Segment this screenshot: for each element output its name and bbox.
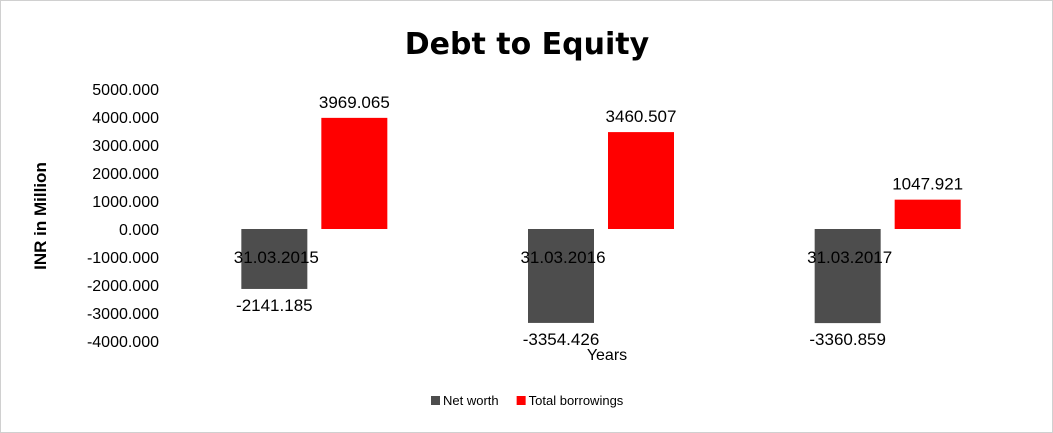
total-borrowings-bar — [608, 132, 674, 229]
category-label: 31.03.2017 — [807, 248, 892, 267]
x-axis-label: Years — [587, 347, 627, 364]
legend-label-net-worth: Net worth — [443, 393, 499, 408]
legend-swatch-total-borrowings — [516, 396, 526, 405]
y-tick-label: -2000.000 — [87, 278, 159, 295]
net-worth-bar — [814, 229, 881, 324]
y-tick-label: 4000.000 — [92, 110, 159, 127]
total-borrowings-data-label: 1047.921 — [892, 175, 963, 194]
y-tick-label: 3000.000 — [92, 138, 159, 155]
legend-label-total-borrowings: Total borrowings — [529, 393, 624, 408]
net-worth-bar — [241, 229, 308, 289]
data-labels-group: -2141.185 3969.065 -3354.426 3460.507 -3360.… — [236, 93, 963, 349]
category-label: 31.03.2015 — [234, 248, 319, 267]
total-borrowings-bar — [321, 117, 388, 229]
y-tick-label: 1000.000 — [92, 194, 159, 211]
bars-group — [241, 117, 961, 324]
y-tick-label: -1000.000 — [87, 250, 159, 267]
y-tick-label: 2000.000 — [92, 166, 159, 183]
total-borrowings-bar — [894, 199, 961, 229]
net-worth-data-label: -2141.185 — [236, 296, 313, 315]
net-worth-data-label: -3354.426 — [523, 330, 600, 349]
net-worth-bar — [528, 229, 594, 323]
y-tick-label: -3000.000 — [87, 306, 159, 323]
category-label: 31.03.2016 — [520, 248, 605, 267]
legend-swatch-net-worth — [431, 396, 440, 405]
total-borrowings-data-label: 3460.507 — [606, 107, 677, 126]
y-tick-label: -4000.000 — [87, 334, 159, 351]
chart-title: Debt to Equity — [405, 27, 650, 62]
legend: Net worth Total borrowings — [431, 393, 624, 408]
y-tick-label: 5000.000 — [92, 82, 159, 99]
y-axis-ticks: 5000.000 4000.000 3000.000 2000.000 1000.000… — [87, 82, 159, 351]
net-worth-data-label: -3360.859 — [809, 330, 886, 349]
total-borrowings-data-label: 3969.065 — [319, 93, 390, 112]
y-tick-label: 0.000 — [119, 222, 159, 239]
category-labels-group: 31.03.2015 31.03.2016 31.03.2017 — [234, 248, 892, 267]
y-axis-label: INR in Million — [31, 162, 50, 270]
